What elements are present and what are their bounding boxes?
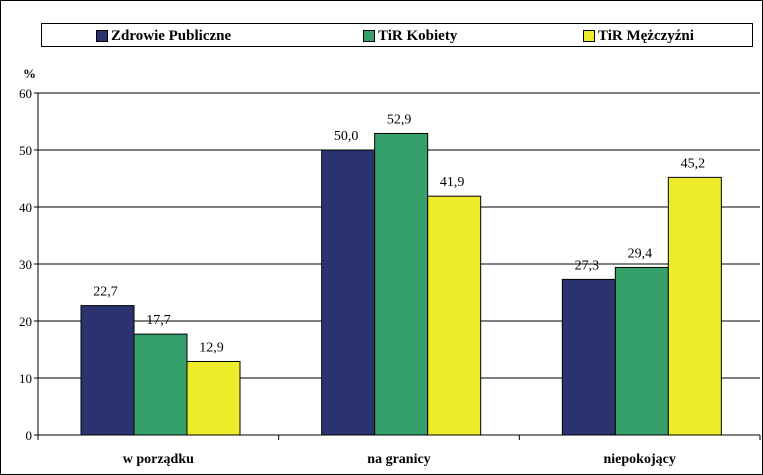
bar-0-2 [186, 360, 241, 436]
y-axis-unit-label: % [23, 66, 36, 81]
bar-1-2 [427, 195, 482, 436]
bar-1-0 [321, 149, 376, 436]
legend-label-zdrowie-publiczne: Zdrowie Publiczne [111, 27, 232, 44]
x-category-label-2: niepokojący [603, 452, 675, 467]
y-tick-label-40: 40 [19, 200, 32, 215]
legend-swatch-tir-kobiety [363, 30, 375, 42]
data-label-1-2: 41,9 [440, 175, 465, 190]
legend-label-tir-mezczyzni: TiR Mężczyźni [598, 27, 694, 44]
y-tick-label-10: 10 [19, 371, 32, 386]
y-tick-label-20: 20 [19, 314, 32, 329]
legend-swatch-zdrowie-publiczne [96, 30, 108, 42]
data-label-2-1: 29,4 [628, 246, 653, 261]
legend-label-tir-kobiety: TiR Kobiety [378, 27, 458, 44]
bar-2-2 [667, 176, 722, 436]
data-label-1-0: 50,0 [334, 129, 359, 144]
y-tick-label-50: 50 [19, 143, 32, 158]
data-label-0-0: 22,7 [93, 285, 118, 300]
bar-1-1 [374, 132, 429, 436]
legend-item-zdrowie-publiczne: Zdrowie Publiczne [96, 28, 231, 44]
bar-0-1 [133, 333, 188, 436]
data-label-1-1: 52,9 [387, 112, 412, 127]
bar-2-0 [561, 278, 616, 436]
axes: 0 10 20 30 40 50 60 w porządku na granicy niepoko… [19, 86, 761, 467]
bar-0-0 [80, 305, 135, 436]
legend-item-tir-kobiety: TiR Kobiety [363, 28, 457, 44]
y-tick-label-0: 0 [26, 428, 33, 443]
legend-item-tir-mezczyzni: TiR Mężczyźni [583, 28, 694, 44]
x-category-label-1: na granicy [367, 452, 430, 467]
data-label-0-1: 17,7 [146, 313, 171, 328]
y-tick-label-60: 60 [19, 86, 32, 101]
data-label-0-2: 12,9 [199, 340, 224, 355]
bar-group [80, 132, 722, 436]
x-category-label-0: w porządku [123, 452, 194, 467]
bar-2-1 [614, 266, 669, 436]
data-label-2-0: 27,3 [575, 258, 600, 273]
data-labels: 22,7 17,7 12,9 50,0 52,9 41,9 27,3 29,4 45,2 [93, 112, 705, 355]
data-label-2-2: 45,2 [681, 156, 706, 171]
legend-swatch-tir-mezczyzni [583, 30, 595, 42]
y-tick-label-30: 30 [19, 257, 32, 272]
chart-legend: Zdrowie Publiczne TiR Kobiety TiR Mężczy… [41, 23, 753, 47]
